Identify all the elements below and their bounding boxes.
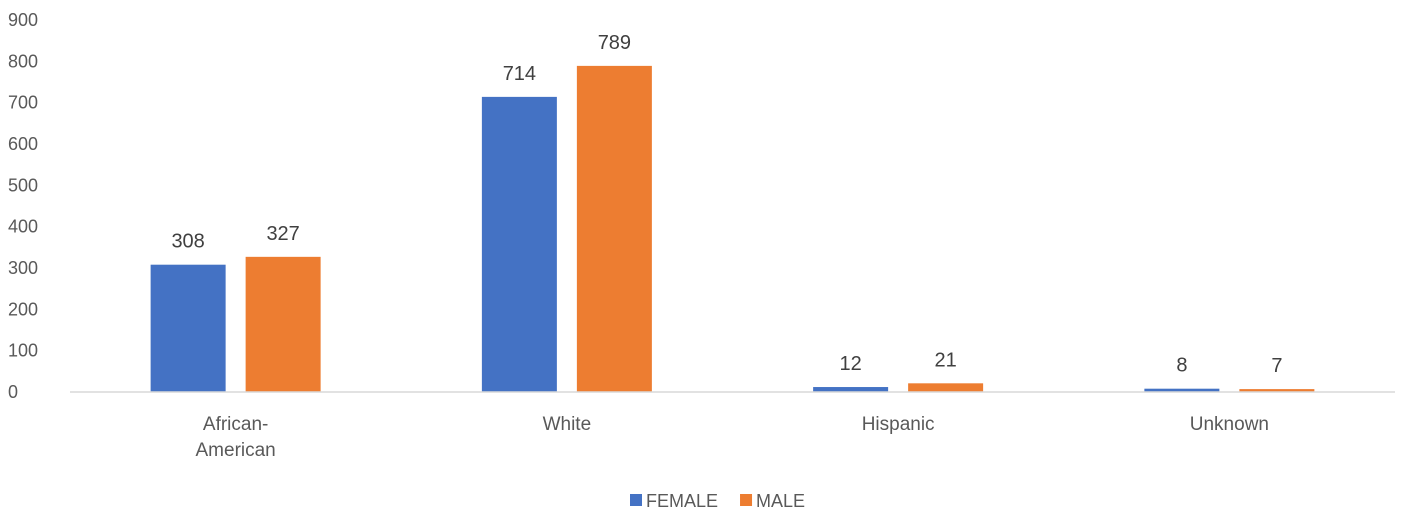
legend-swatch-male <box>740 494 753 506</box>
bar-male <box>245 256 321 392</box>
y-tick-label: 0 <box>8 382 18 402</box>
y-tick-label: 600 <box>8 134 38 154</box>
data-label: 308 <box>171 231 204 253</box>
y-tick-label: 400 <box>8 217 38 237</box>
data-labels: 308 327 714 789 12 21 8 7 <box>171 32 1282 377</box>
y-axis: 0 100 200 300 400 500 600 700 800 900 <box>8 10 38 402</box>
bar-male <box>1239 389 1315 392</box>
data-label: 21 <box>935 349 957 371</box>
x-category-label: African-American <box>196 414 276 461</box>
bar-female <box>150 264 226 392</box>
legend-swatch-female <box>630 494 642 506</box>
y-tick-label: 500 <box>8 175 38 195</box>
legend-label-female: FEMALE <box>646 491 718 511</box>
data-label: 327 <box>266 223 299 245</box>
data-label: 12 <box>840 353 862 375</box>
x-axis: African-American White Hispanic Unknown <box>70 391 1395 461</box>
bar-male <box>576 65 652 392</box>
x-category-label: Hispanic <box>862 414 935 435</box>
y-tick-label: 200 <box>8 299 38 319</box>
x-category-label: White <box>543 414 592 435</box>
y-tick-label: 100 <box>8 341 38 361</box>
legend-label-male: MALE <box>756 491 805 511</box>
data-label: 7 <box>1271 355 1282 377</box>
bar-male <box>908 383 984 392</box>
y-tick-label: 900 <box>8 10 38 30</box>
bars <box>150 65 1315 392</box>
bar-female <box>813 387 889 392</box>
data-label: 789 <box>598 32 631 54</box>
data-label: 714 <box>503 63 536 85</box>
legend: FEMALE MALE <box>630 491 805 511</box>
y-tick-label: 300 <box>8 258 38 278</box>
y-tick-label: 800 <box>8 51 38 71</box>
x-category-label: Unknown <box>1190 414 1269 435</box>
data-label: 8 <box>1176 355 1187 377</box>
bar-female <box>1144 388 1220 392</box>
y-tick-label: 700 <box>8 93 38 113</box>
bar-female <box>481 96 557 392</box>
